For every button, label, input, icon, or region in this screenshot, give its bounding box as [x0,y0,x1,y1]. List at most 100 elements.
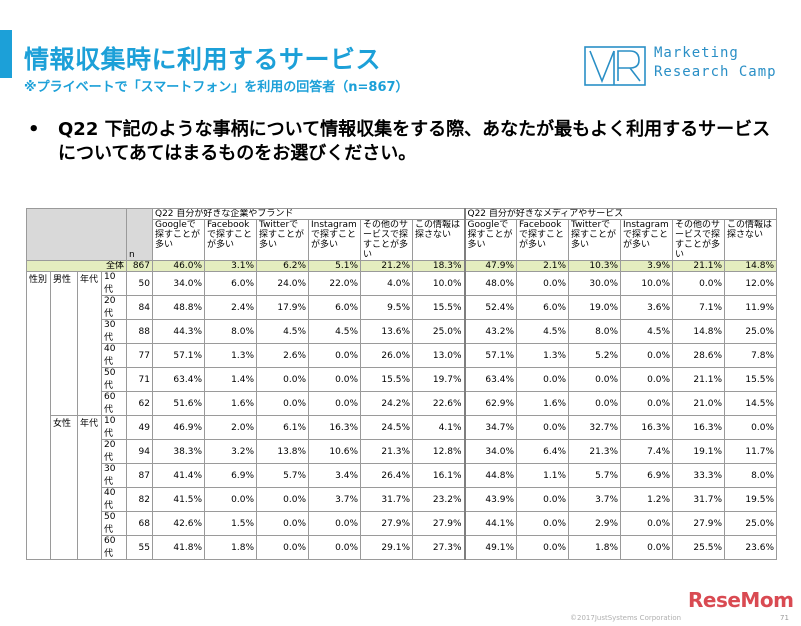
value-cell: 25.0% [412,319,465,344]
value-cell: 24.5% [360,415,413,440]
value-cell: 3.6% [620,295,673,320]
column-header: Twitterで探すことが多い [568,219,621,261]
value-cell: 10.0% [412,271,465,296]
value-cell: 26.0% [360,343,413,368]
sample-size: 55 [126,535,153,560]
table-row: 40代 82 41.5% 0.0% 0.0% 3.7% 31.7% 23.2% 43.9% 0.0… [27,487,777,512]
age-label: 60代 [101,535,127,560]
segment-label: 性別 [26,271,51,560]
value-cell: 10.0% [620,271,673,296]
value-cell: 28.6% [672,343,725,368]
value-cell: 1.4% [204,367,257,392]
value-cell: 14.8% [672,319,725,344]
age-label: 40代 [101,343,127,368]
value-cell: 0.0% [516,367,569,392]
value-cell: 0.0% [308,343,361,368]
value-cell: 0.0% [516,271,569,296]
value-cell: 16.3% [308,415,361,440]
table-row: 20代 84 48.8% 2.4% 17.9% 6.0% 9.5% 15.5% 52.4% 6.0… [27,295,777,320]
value-cell: 63.4% [152,367,205,392]
age-label: 20代 [101,439,127,464]
value-cell: 1.8% [568,535,621,560]
value-cell: 13.6% [360,319,413,344]
value-cell: 51.6% [152,391,205,416]
value-cell: 6.4% [516,439,569,464]
company-logo: Marketing Research Camp [584,44,794,90]
value-cell: 4.5% [256,319,309,344]
age-label: 50代 [101,511,127,536]
value-cell: 13.0% [412,343,465,368]
value-cell: 0.0% [620,511,673,536]
table-row-total: 全体 867 46.0% 3.1% 6.2% 5.1% 21.2% 18.3% … [26,260,777,272]
value-cell: 21.0% [672,391,725,416]
table-row: 30代 88 44.3% 8.0% 4.5% 4.5% 13.6% 25.0% 43.2% 4.5… [27,319,777,344]
value-cell: 34.7% [463,415,517,440]
column-header: この情報は探さない [412,219,465,261]
resemom-watermark: ReseMom [688,588,794,612]
value-cell: 46.9% [152,415,205,440]
column-header: Twitterで探すことが多い [256,219,309,261]
table-row: 女性 年代 10代 49 46.9% 2.0% 6.1% 16.3% 24.5% 4.1% 34.7… [27,415,777,560]
sample-size: 94 [126,439,153,464]
gender-label: 男性 [50,271,78,416]
column-header: Googleで探すことが多い [463,219,517,261]
group-header-brands: Q22 自分が好きな企業やブランド [152,208,465,220]
logo-line-2: Research Camp [654,64,777,80]
value-cell: 0.0% [256,487,309,512]
total-value: 10.3% [568,260,621,272]
value-cell: 0.0% [516,487,569,512]
value-cell: 15.5% [360,367,413,392]
total-value: 2.1% [516,260,569,272]
table-row: 60代 62 51.6% 1.6% 0.0% 0.0% 24.2% 22.6% 62.9% 1.6… [27,391,777,416]
value-cell: 0.0% [256,535,309,560]
total-n: 867 [126,260,153,272]
value-cell: 0.0% [620,343,673,368]
value-cell: 16.3% [672,415,725,440]
age-label: 30代 [101,463,127,488]
value-cell: 41.8% [152,535,205,560]
value-cell: 3.2% [204,439,257,464]
value-cell: 1.2% [620,487,673,512]
sample-size: 71 [126,367,153,392]
value-cell: 19.7% [412,367,465,392]
value-cell: 6.0% [516,295,569,320]
value-cell: 6.1% [256,415,309,440]
value-cell: 12.0% [724,271,777,296]
table-row: 20代 94 38.3% 3.2% 13.8% 10.6% 21.3% 12.8% 34.0% 6… [27,439,777,464]
value-cell: 0.0% [724,415,777,440]
value-cell: 42.6% [152,511,205,536]
value-cell: 1.6% [204,391,257,416]
value-cell: 24.0% [256,271,309,296]
column-header: その他のサービスで探すことが多い [672,219,725,261]
value-cell: 4.0% [360,271,413,296]
value-cell: 0.0% [256,511,309,536]
value-cell: 29.1% [360,535,413,560]
value-cell: 48.0% [463,271,517,296]
age-label: 20代 [101,295,127,320]
value-cell: 0.0% [516,415,569,440]
value-cell: 0.0% [256,391,309,416]
sample-size: 50 [126,271,153,296]
value-cell: 9.5% [360,295,413,320]
value-cell: 4.1% [412,415,465,440]
value-cell: 27.9% [360,511,413,536]
column-header: Googleで探すことが多い [152,219,205,261]
value-cell: 25.5% [672,535,725,560]
sample-size: 82 [126,487,153,512]
group-header-media: Q22 自分が好きなメディアやサービス [463,208,777,220]
age-label: 10代 [101,271,127,296]
age-label: 60代 [101,391,127,416]
value-cell: 6.9% [204,463,257,488]
value-cell: 15.5% [724,367,777,392]
value-cell: 62.9% [463,391,517,416]
sample-size: 68 [126,511,153,536]
value-cell: 7.1% [672,295,725,320]
value-cell: 11.7% [724,439,777,464]
value-cell: 7.8% [724,343,777,368]
value-cell: 21.3% [360,439,413,464]
value-cell: 33.3% [672,463,725,488]
value-cell: 19.0% [568,295,621,320]
value-cell: 21.3% [568,439,621,464]
table-row: 50代 71 63.4% 1.4% 0.0% 0.0% 15.5% 19.7% 63.4% 0.0… [27,367,777,392]
column-header: Facebookで探すことが多い [516,219,569,261]
